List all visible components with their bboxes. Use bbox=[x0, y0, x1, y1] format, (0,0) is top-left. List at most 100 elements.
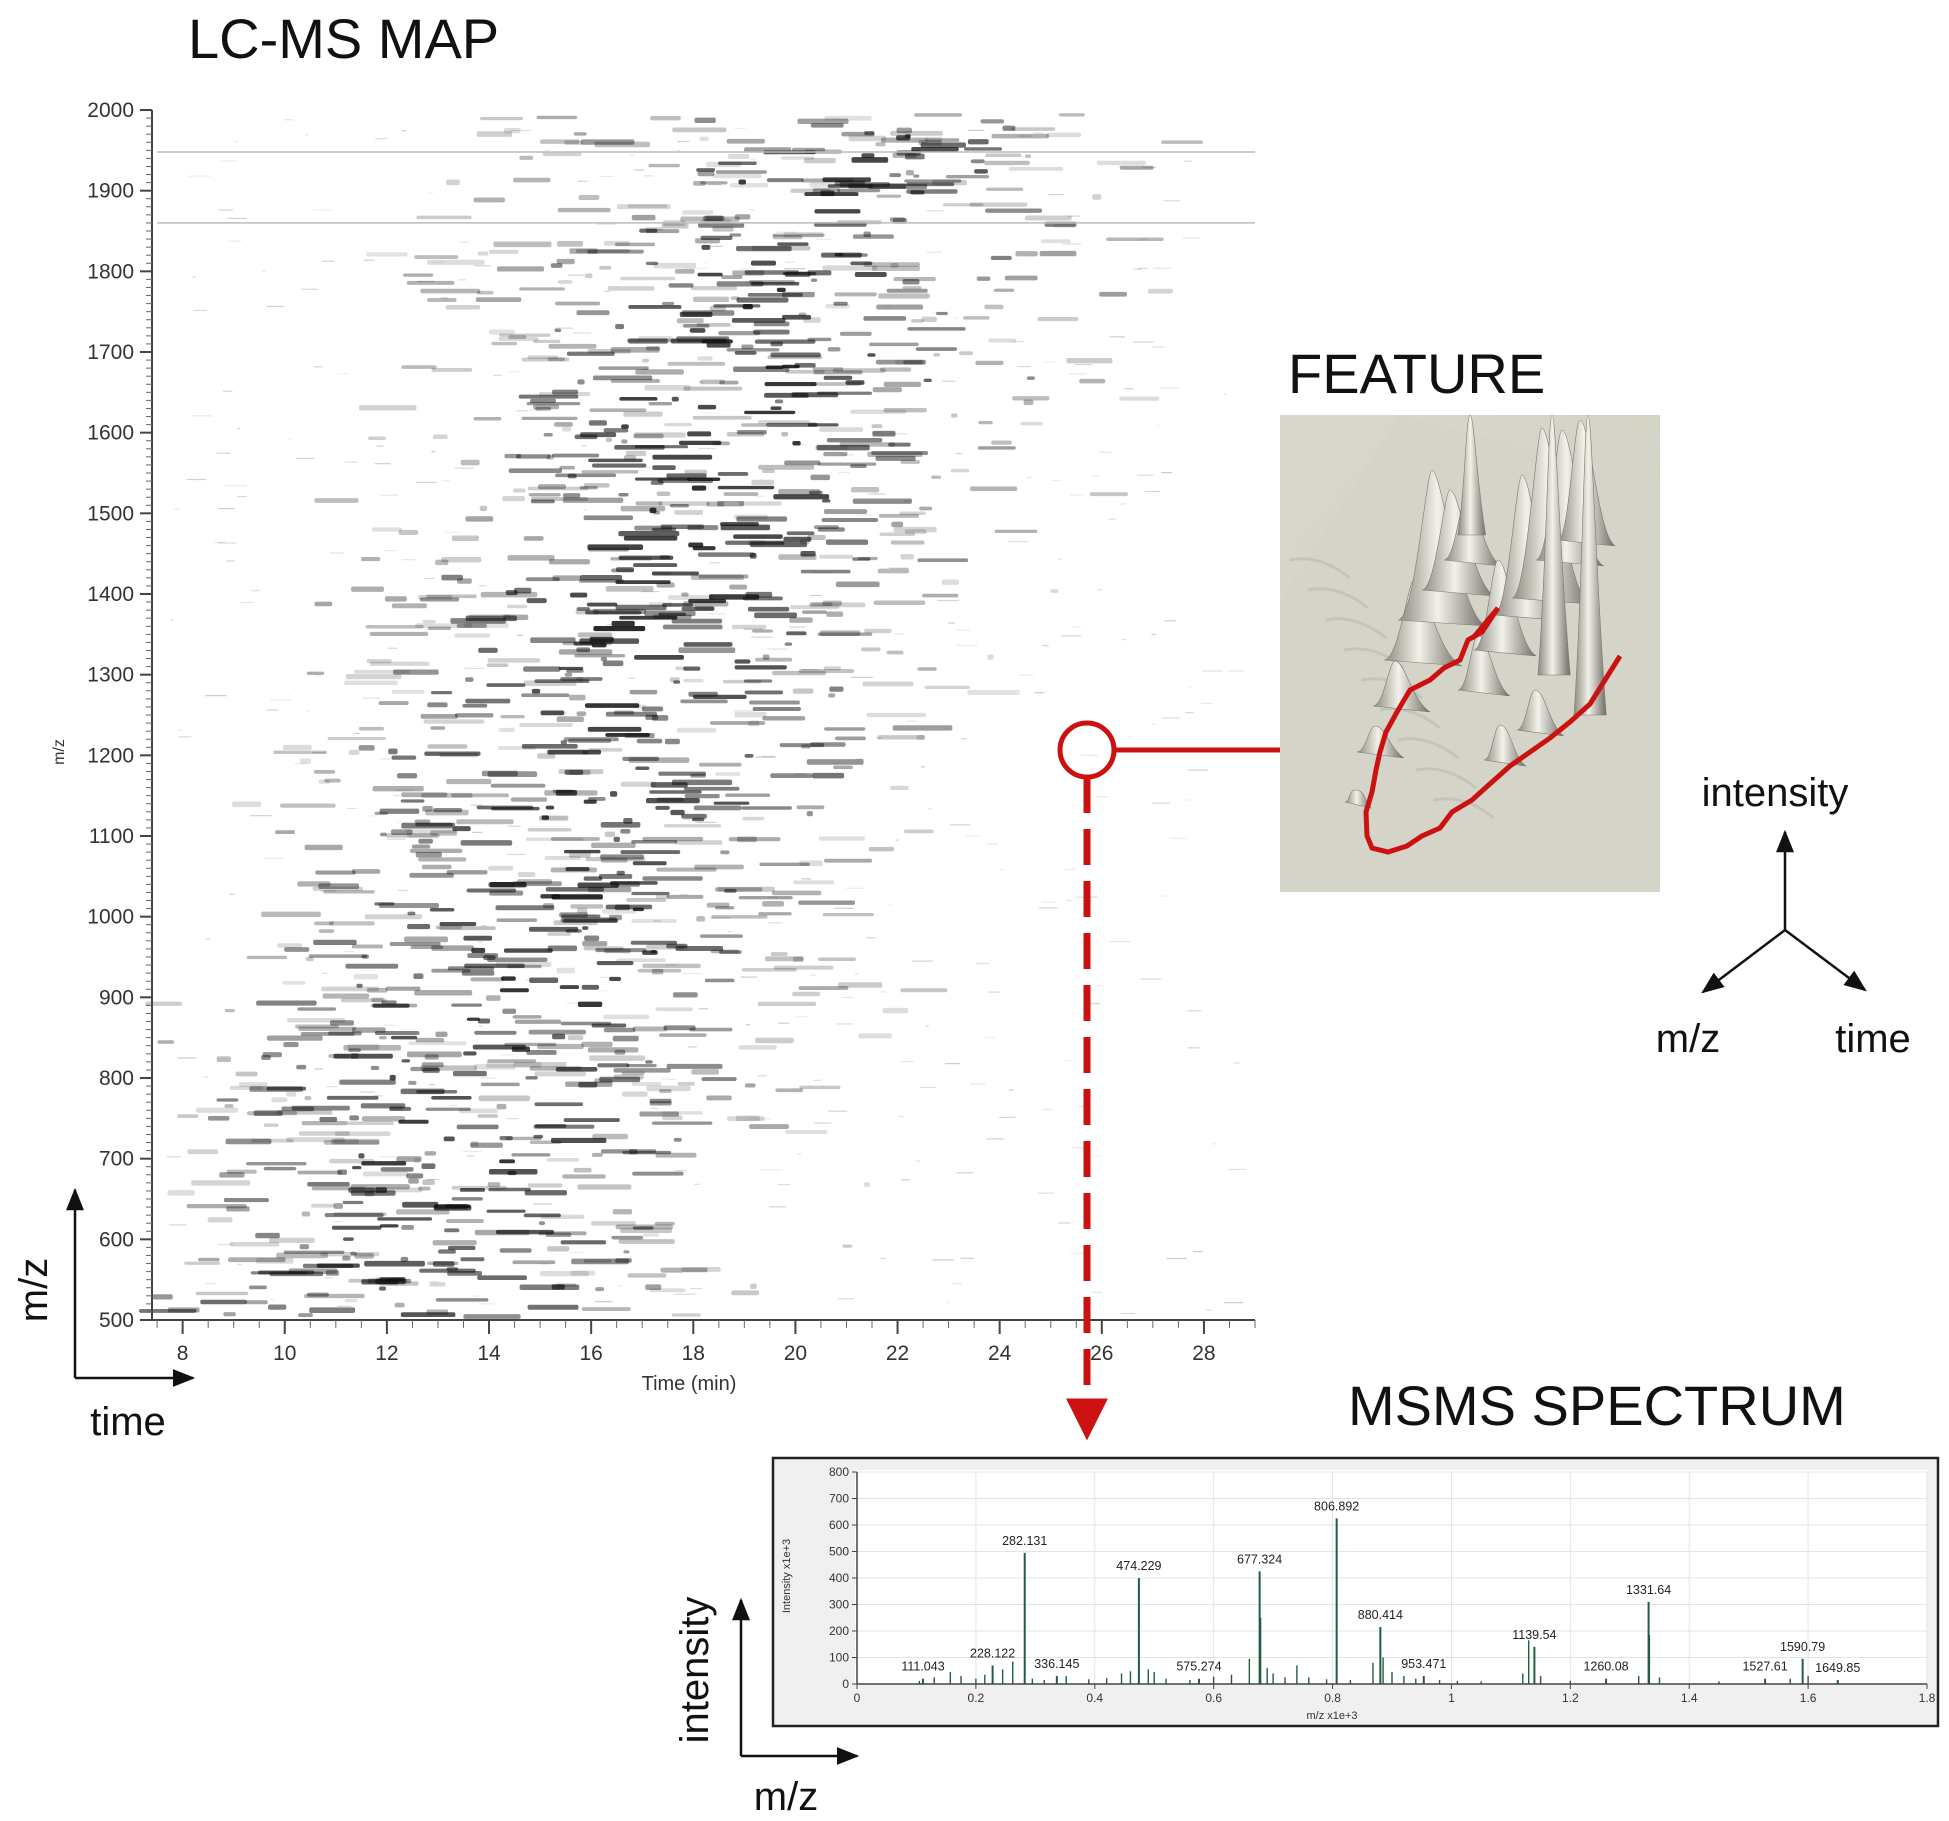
map-noise-streak bbox=[932, 1259, 954, 1261]
map-signal-streak bbox=[644, 610, 696, 617]
map-signal-streak bbox=[628, 304, 682, 309]
map-signal-streak bbox=[506, 604, 528, 609]
map-signal-streak bbox=[749, 553, 757, 559]
map-noise-streak bbox=[1187, 1010, 1202, 1012]
map-signal-streak bbox=[459, 1187, 486, 1192]
map-signal-streak bbox=[841, 131, 875, 137]
map-noise-streak bbox=[920, 1086, 937, 1089]
map-signal-streak bbox=[369, 631, 429, 637]
map-signal-streak bbox=[896, 135, 911, 141]
y-tick-label: 500 bbox=[99, 1309, 134, 1332]
map-signal-streak bbox=[200, 1299, 247, 1305]
map-noise-streak bbox=[527, 498, 537, 501]
map-signal-streak bbox=[671, 779, 733, 786]
map-signal-streak bbox=[604, 831, 616, 837]
map-signal-streak bbox=[668, 283, 694, 288]
map-noise-streak bbox=[850, 676, 873, 678]
map-noise-streak bbox=[478, 941, 482, 943]
map-signal-streak bbox=[460, 459, 480, 466]
map-signal-streak bbox=[804, 157, 836, 164]
map-signal-streak bbox=[988, 338, 1017, 343]
map-signal-streak bbox=[390, 829, 413, 835]
map-signal-streak bbox=[570, 904, 604, 909]
map-signal-streak bbox=[652, 454, 713, 460]
map-signal-streak bbox=[878, 293, 930, 299]
map-noise-streak bbox=[677, 140, 690, 143]
map-signal-streak bbox=[552, 575, 581, 581]
y-tick-label: 800 bbox=[99, 1067, 134, 1090]
map-signal-streak bbox=[615, 323, 625, 330]
map-signal-streak bbox=[622, 1150, 672, 1155]
map-signal-streak bbox=[413, 973, 424, 979]
map-noise-streak bbox=[1067, 215, 1081, 217]
map-noise-streak bbox=[366, 1277, 386, 1279]
spectrum-x-tick-label: 1.8 bbox=[1919, 1691, 1936, 1705]
map-noise-streak bbox=[734, 127, 746, 130]
map-signal-streak bbox=[568, 852, 591, 858]
map-signal-streak bbox=[554, 328, 562, 333]
map-signal-streak bbox=[508, 468, 563, 474]
map-signal-streak bbox=[525, 1076, 538, 1080]
map-signal-streak bbox=[635, 369, 684, 375]
spectrum-plot-area bbox=[855, 1470, 1927, 1684]
map-noise-streak bbox=[810, 974, 817, 976]
map-signal-streak bbox=[826, 437, 883, 443]
map-signal-streak bbox=[817, 632, 873, 636]
map-signal-streak bbox=[328, 1031, 362, 1036]
map-signal-streak bbox=[789, 605, 840, 610]
map-signal-streak bbox=[623, 1250, 630, 1254]
map-signal-streak bbox=[698, 574, 749, 579]
map-signal-streak bbox=[1096, 160, 1147, 166]
map-noise-streak bbox=[387, 808, 391, 811]
lcms-map-x-axis-label: Time (min) bbox=[642, 1373, 737, 1395]
map-noise-streak bbox=[440, 297, 449, 299]
map-noise-streak bbox=[170, 619, 174, 621]
map-signal-streak bbox=[528, 1029, 586, 1035]
map-noise-streak bbox=[577, 893, 593, 895]
map-signal-streak bbox=[486, 663, 509, 667]
map-noise-streak bbox=[177, 1057, 196, 1059]
map-noise-streak bbox=[251, 590, 261, 592]
map-signal-streak bbox=[758, 464, 815, 470]
map-noise-streak bbox=[294, 763, 305, 765]
map-signal-streak bbox=[693, 805, 742, 811]
map-signal-streak bbox=[750, 260, 777, 266]
spectrum-x-tick-label: 1.4 bbox=[1681, 1691, 1698, 1705]
map-noise-streak bbox=[1151, 633, 1157, 635]
map-signal-streak bbox=[799, 538, 810, 545]
map-signal-streak bbox=[618, 530, 680, 537]
map-signal-streak bbox=[374, 902, 395, 906]
map-signal-streak bbox=[543, 432, 553, 437]
map-noise-streak bbox=[166, 1156, 181, 1158]
map-signal-streak bbox=[651, 1121, 713, 1125]
map-signal-streak bbox=[318, 779, 330, 784]
map-signal-streak bbox=[415, 822, 456, 827]
map-signal-streak bbox=[918, 139, 942, 146]
map-noise-streak bbox=[312, 209, 333, 211]
map-noise-streak bbox=[429, 1083, 435, 1086]
map-signal-streak bbox=[302, 1263, 354, 1268]
map-signal-streak bbox=[313, 769, 336, 774]
map-signal-streak bbox=[684, 469, 708, 474]
map-signal-streak bbox=[342, 1200, 364, 1205]
map-noise-streak bbox=[261, 270, 266, 272]
map-signal-streak bbox=[298, 1131, 350, 1136]
map-signal-streak bbox=[734, 351, 757, 355]
map-noise-streak bbox=[1098, 451, 1112, 453]
map-noise-streak bbox=[218, 507, 235, 510]
map-signal-streak bbox=[736, 516, 788, 522]
map-signal-streak bbox=[913, 174, 920, 178]
map-signal-streak bbox=[415, 623, 473, 628]
map-signal-streak bbox=[528, 926, 579, 932]
map-signal-streak bbox=[488, 249, 519, 254]
map-signal-streak bbox=[663, 824, 722, 828]
map-signal-streak bbox=[610, 379, 661, 383]
map-noise-streak bbox=[768, 922, 783, 924]
map-signal-streak bbox=[577, 907, 588, 914]
map-noise-streak bbox=[865, 937, 876, 939]
map-noise-streak bbox=[1211, 1143, 1217, 1145]
map-noise-streak bbox=[675, 1169, 687, 1172]
map-signal-streak bbox=[424, 751, 481, 756]
map-signal-streak bbox=[822, 177, 871, 182]
map-signal-streak bbox=[804, 192, 859, 197]
